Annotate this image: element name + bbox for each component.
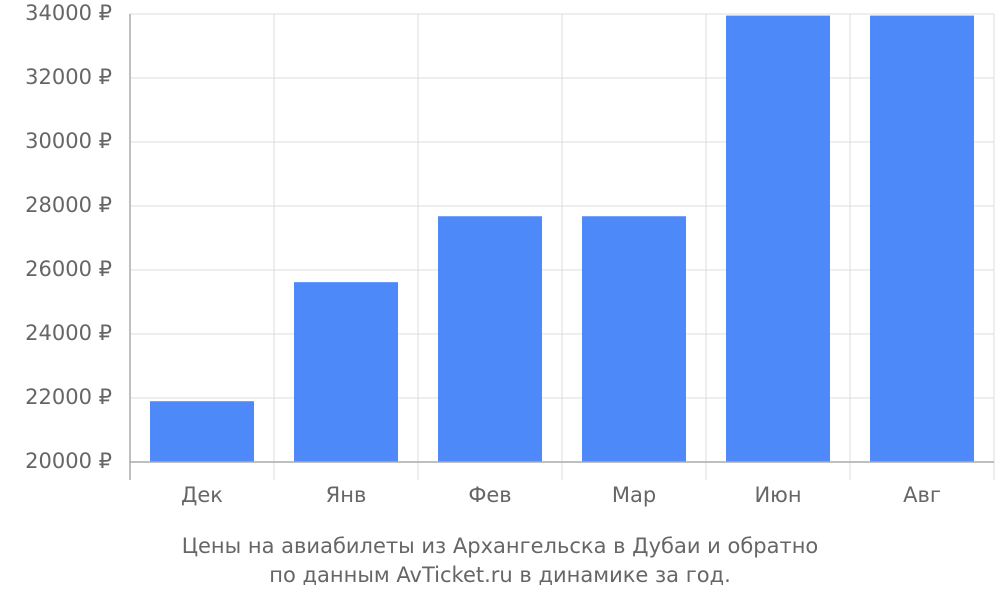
caption-line: по данным AvTicket.ru в динамике за год. [269,563,731,587]
x-tick-label: Дек [181,483,223,507]
x-tick-label: Мар [612,483,656,507]
y-tick-label: 22000 ₽ [25,385,112,409]
bar [438,216,542,462]
bar [150,401,254,462]
y-tick-label: 32000 ₽ [25,65,112,89]
bar [870,15,974,462]
y-tick-label: 24000 ₽ [25,321,112,345]
x-tick-label: Авг [903,483,941,507]
x-tick-label: Фев [468,483,511,507]
y-tick-label: 28000 ₽ [25,193,112,217]
bar [294,282,398,462]
y-tick-label: 20000 ₽ [25,449,112,473]
y-tick-label: 30000 ₽ [25,129,112,153]
caption-line: Цены на авиабилеты из Архангельска в Дуб… [182,534,819,558]
y-tick-label: 26000 ₽ [25,257,112,281]
x-tick-label: Янв [326,483,367,507]
y-tick-label: 34000 ₽ [25,1,112,25]
x-tick-label: Июн [754,483,801,507]
bar [726,15,830,462]
bar [582,216,686,462]
